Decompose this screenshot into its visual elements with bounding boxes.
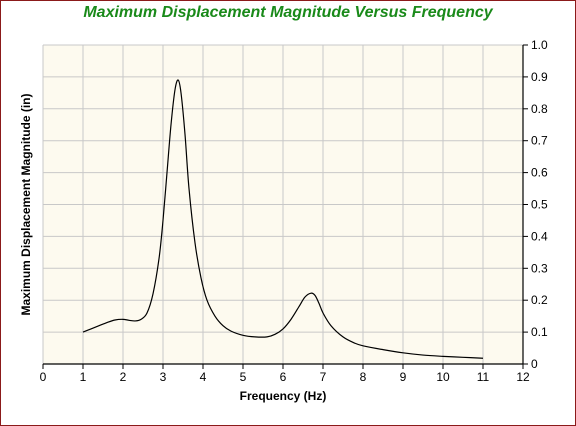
y-axis-label: Maximum Displacement Magnitude (in) <box>19 93 33 315</box>
data-point <box>254 336 255 337</box>
data-point <box>140 319 141 320</box>
data-point <box>310 293 311 294</box>
y-tick-label: 0.3 <box>531 261 548 275</box>
x-tick-label: 0 <box>40 370 47 384</box>
data-point <box>242 335 243 336</box>
data-point <box>180 92 181 93</box>
data-point <box>314 295 315 296</box>
data-point <box>322 312 323 313</box>
series-line <box>82 79 484 359</box>
data-point <box>214 316 215 317</box>
data-point <box>266 336 267 337</box>
data-point <box>274 334 275 335</box>
data-point <box>342 336 343 337</box>
y-tick-label: 0.8 <box>531 102 548 116</box>
data-point <box>290 319 291 320</box>
data-point <box>122 319 123 320</box>
data-point <box>330 325 331 326</box>
data-point <box>194 242 195 243</box>
data-point <box>178 79 179 80</box>
data-point <box>98 325 99 326</box>
y-tick-label: 0.1 <box>531 325 548 339</box>
x-tick-label: 8 <box>360 370 367 384</box>
data-point <box>166 172 167 173</box>
data-point <box>402 352 403 353</box>
y-tick-label: 0 <box>531 357 538 371</box>
y-tick-label: 0.2 <box>531 293 548 307</box>
y-tick-label: 0.4 <box>531 229 548 243</box>
data-point <box>114 319 115 320</box>
x-tick-label: 3 <box>160 370 167 384</box>
data-point <box>170 124 171 125</box>
data-point <box>188 188 189 189</box>
series-group <box>82 79 484 359</box>
data-point <box>174 89 175 90</box>
data-point <box>158 258 159 259</box>
data-point <box>206 300 207 301</box>
y-tick-label: 0.9 <box>531 70 548 84</box>
data-point <box>128 320 129 321</box>
x-tick-label: 11 <box>477 370 490 384</box>
data-point <box>482 358 483 359</box>
data-point <box>230 331 231 332</box>
x-tick-label: 1 <box>80 370 87 384</box>
data-point <box>134 320 135 321</box>
x-tick-label: 5 <box>240 370 247 384</box>
data-point <box>146 312 147 313</box>
data-point <box>90 328 91 329</box>
chart-title: Maximum Displacement Magnitude Versus Fr… <box>83 4 493 21</box>
data-point <box>462 357 463 358</box>
y-tick-label: 0.5 <box>531 198 548 212</box>
x-axis-label: Frequency (Hz) <box>240 389 327 403</box>
data-point <box>298 306 299 307</box>
x-tick-label: 4 <box>200 370 207 384</box>
data-point <box>442 356 443 357</box>
data-point <box>318 303 319 304</box>
data-point <box>162 220 163 221</box>
data-point <box>422 354 423 355</box>
data-point <box>106 322 107 323</box>
data-point <box>354 343 355 344</box>
x-tick-label: 12 <box>516 370 530 384</box>
x-tick-label: 7 <box>320 370 327 384</box>
x-axis-ticks: 0 1 2 3 4 5 6 7 8 9 10 11 12 <box>40 364 530 384</box>
data-point <box>282 328 283 329</box>
data-point <box>362 345 363 346</box>
y-tick-label: 0.6 <box>531 166 548 180</box>
data-point <box>82 332 83 333</box>
data-point <box>222 325 223 326</box>
x-tick-label: 6 <box>280 370 287 384</box>
y-tick-label: 1.0 <box>531 38 548 52</box>
data-point <box>184 134 185 135</box>
x-tick-label: 10 <box>436 370 450 384</box>
y-axis-ticks: 0 0.1 0.2 0.3 0.4 0.5 0.6 0.7 0.8 0.9 1.0 <box>523 38 548 371</box>
data-point <box>200 277 201 278</box>
x-tick-label: 9 <box>400 370 407 384</box>
data-point <box>152 293 153 294</box>
data-point <box>382 349 383 350</box>
data-point <box>304 296 305 297</box>
x-tick-label: 2 <box>120 370 127 384</box>
y-tick-label: 0.7 <box>531 134 548 148</box>
